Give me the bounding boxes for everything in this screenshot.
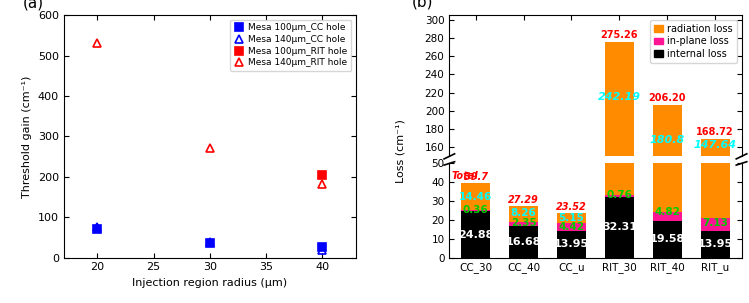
Bar (461, 270, 490, 293)
Bar (461, 211, 490, 258)
Bar (605, 264, 634, 293)
Text: 0.76: 0.76 (607, 190, 632, 200)
Bar (701, 0, 730, 218)
Text: 147.64: 147.64 (694, 140, 737, 150)
Mesa 140μm_RIT hole (318, 182, 327, 185)
Text: 7.13: 7.13 (703, 218, 728, 228)
Bar (653, 211, 682, 221)
Y-axis label: Threshold gain (cm⁻¹): Threshold gain (cm⁻¹) (22, 75, 32, 198)
Text: 8.26: 8.26 (511, 208, 536, 218)
Bar (557, 213, 586, 223)
Text: 275.26: 275.26 (601, 30, 638, 40)
Text: Total: Total (452, 171, 479, 181)
Text: 13.95: 13.95 (697, 239, 733, 249)
Text: 242.19: 242.19 (598, 92, 641, 102)
Bar (653, 0, 682, 211)
Bar (701, 218, 730, 231)
X-axis label: Injection region radius (μm): Injection region radius (μm) (132, 278, 288, 288)
Text: 2.35: 2.35 (511, 218, 536, 228)
Bar (605, 0, 634, 195)
Text: 24.88: 24.88 (458, 230, 494, 240)
Text: 5.15: 5.15 (559, 213, 584, 223)
Mesa 140μm_CC hole (318, 248, 327, 252)
Bar (461, 257, 490, 270)
Text: 32.31: 32.31 (602, 222, 637, 232)
Bar (509, 206, 538, 222)
Mesa 140μm_CC hole (93, 225, 102, 229)
Bar (509, 226, 538, 258)
Line: Mesa 100μm_CC hole: Mesa 100μm_CC hole (93, 225, 327, 251)
Text: 19.58: 19.58 (649, 234, 685, 244)
Bar (653, 221, 682, 258)
Text: 4.42: 4.42 (559, 222, 584, 232)
Bar (605, 195, 634, 197)
Bar (509, 278, 538, 293)
Bar (653, 275, 682, 293)
Mesa 100μm_CC hole (205, 241, 214, 245)
Text: 180.8: 180.8 (649, 135, 685, 145)
Bar (557, 231, 586, 258)
Bar (701, 139, 730, 274)
Text: (a): (a) (22, 0, 44, 10)
Text: 23.52: 23.52 (556, 202, 587, 212)
Mesa 100μm_CC hole (318, 246, 327, 249)
Mesa 100μm_CC hole (93, 228, 102, 231)
Text: 16.68: 16.68 (506, 237, 542, 247)
Line: Mesa 140μm_RIT hole: Mesa 140μm_RIT hole (93, 39, 327, 188)
Bar (605, 42, 634, 263)
Line: Mesa 140μm_CC hole: Mesa 140μm_CC hole (93, 223, 327, 255)
Bar (701, 280, 730, 293)
Text: 0.36: 0.36 (463, 205, 488, 215)
Text: 14.46: 14.46 (459, 192, 492, 202)
Bar (557, 223, 586, 231)
Bar (701, 231, 730, 258)
Bar (557, 271, 586, 276)
Text: Loss (cm⁻¹): Loss (cm⁻¹) (395, 120, 406, 183)
Text: 206.20: 206.20 (649, 93, 686, 103)
Bar (701, 274, 730, 280)
Text: 39.7: 39.7 (464, 172, 488, 182)
Bar (509, 268, 538, 276)
Bar (509, 276, 538, 278)
Bar (653, 271, 682, 275)
Bar (461, 183, 490, 210)
Text: 4.82: 4.82 (655, 207, 680, 217)
Legend: radiation loss, in-plane loss, internal loss: radiation loss, in-plane loss, internal … (649, 20, 737, 63)
Bar (557, 280, 586, 293)
Bar (605, 197, 634, 258)
Text: (b): (b) (411, 0, 433, 9)
Legend: Mesa 100μm_CC hole, Mesa 140μm_CC hole, Mesa 100μm_RIT hole, Mesa 140μm_RIT hole: Mesa 100μm_CC hole, Mesa 140μm_CC hole, … (231, 20, 351, 71)
Mesa 140μm_CC hole (205, 240, 214, 244)
Bar (653, 105, 682, 271)
Mesa 140μm_RIT hole (205, 147, 214, 150)
Bar (605, 263, 634, 264)
Bar (461, 210, 490, 211)
Bar (557, 276, 586, 280)
Text: 27.29: 27.29 (509, 195, 539, 205)
Text: 13.95: 13.95 (554, 239, 589, 249)
Text: 168.72: 168.72 (697, 128, 734, 138)
Bar (509, 222, 538, 226)
Mesa 140μm_RIT hole (93, 42, 102, 45)
